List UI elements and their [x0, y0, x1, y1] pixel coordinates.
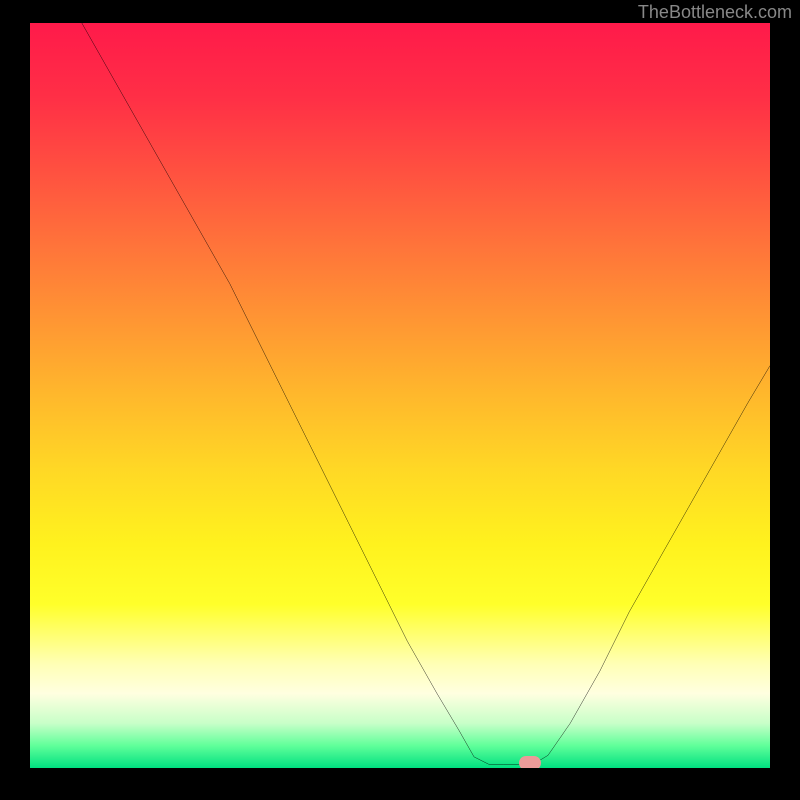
bottleneck-curve	[30, 23, 770, 768]
chart-plot-area	[30, 23, 770, 768]
watermark-text: TheBottleneck.com	[638, 2, 792, 23]
optimal-point-marker	[519, 756, 541, 768]
